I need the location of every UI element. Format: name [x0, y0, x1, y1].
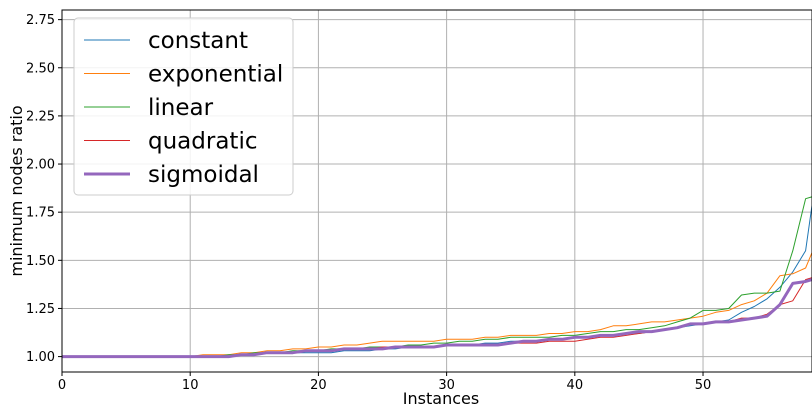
x-tick-label: 40 [567, 378, 584, 393]
x-axis-label: Instances [403, 389, 479, 408]
series-line-sigmoidal [62, 277, 812, 359]
legend-label-quadratic: quadratic [148, 129, 257, 155]
y-axis-label: minimum nodes ratio [7, 105, 26, 276]
x-axis-ticks: 0 10 20 30 40 50 [58, 372, 711, 393]
x-tick-label: 10 [182, 378, 199, 393]
y-tick-label: 1.50 [26, 254, 55, 269]
y-tick-label: 2.00 [26, 158, 55, 173]
series-lines [62, 196, 812, 359]
legend-label-sigmoidal: sigmoidal [148, 162, 259, 188]
y-tick-label: 2.50 [26, 61, 55, 76]
legend-label-constant: constant [148, 28, 248, 54]
x-tick-label: 50 [695, 378, 712, 393]
y-tick-label: 1.25 [26, 302, 55, 317]
x-tick-label: 20 [310, 378, 327, 393]
legend-label-linear: linear [148, 95, 214, 121]
y-tick-label: 1.75 [26, 206, 55, 221]
legend: constant exponential linear quadratic sigmoi… [73, 17, 294, 196]
y-tick-label: 2.25 [26, 109, 55, 124]
plot-frame [61, 9, 812, 373]
x-tick-label: 0 [58, 378, 66, 393]
y-axis-ticks: 1.00 1.25 1.50 1.75 2.00 2.25 2.50 2.75 [26, 13, 62, 365]
legend-box [73, 17, 294, 196]
y-tick-label: 2.75 [26, 13, 55, 28]
y-tick-label: 1.00 [26, 350, 55, 365]
legend-label-exponential: exponential [148, 62, 283, 88]
x-tick-label: 30 [438, 378, 455, 393]
grid-lines [61, 10, 812, 372]
